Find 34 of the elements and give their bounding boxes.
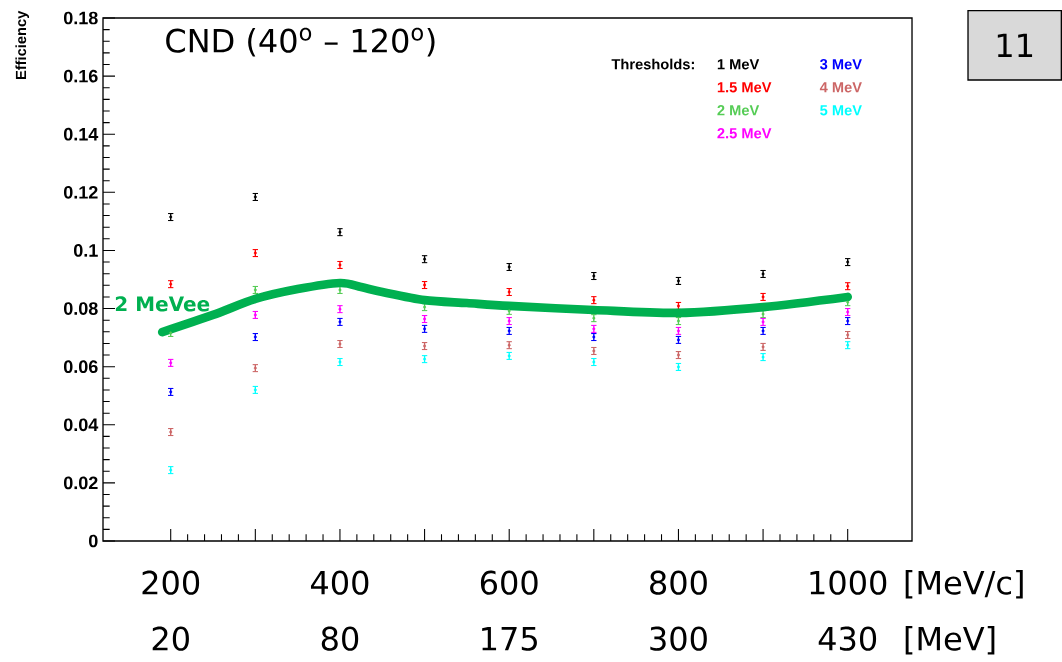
x2-axis-title: [MeV] [905, 626, 995, 655]
y-axis-title: Efficiency [15, 10, 30, 80]
text: 11 [997, 33, 1033, 57]
y-tick-label: 0.16 [63, 69, 98, 83]
text: 300 [650, 626, 707, 651]
text: 4 MeV [819, 82, 862, 93]
text: 430 [818, 626, 877, 651]
text: 80 [321, 626, 359, 651]
y-tick-label: 0.02 [63, 476, 98, 490]
text: 1.5 MeV [717, 82, 772, 93]
y-tick-label: 0.18 [63, 11, 98, 25]
annotation: 2 MeVee [115, 296, 210, 312]
text: 5 MeV [820, 105, 862, 116]
text: 2.5 MeV [717, 128, 772, 139]
y-tick-label: 0.12 [63, 185, 98, 199]
y-tick-label: 0.06 [63, 360, 98, 374]
text: 2 MeV [717, 105, 760, 116]
y-tick-label: 0 [89, 534, 98, 548]
y-tick-label: 0.08 [63, 302, 98, 315]
text: 1 MeV [717, 59, 760, 70]
text: 175 [482, 627, 537, 651]
chart-title: CND (40$^{o}$ – 120$^{o}$) [166, 27, 435, 57]
x-tick-label: 400 [310, 570, 369, 595]
x-tick-label: 600 [480, 570, 538, 595]
x-axis-title: [MeV/c] [905, 570, 1023, 599]
y-tick-label: 0.1 [73, 244, 98, 257]
x-tick-label: 200 [142, 570, 200, 595]
y-tick-label: 0.14 [63, 127, 99, 141]
x-tick-label: 800 [650, 570, 707, 595]
legend-title: Thresholds: [611, 58, 694, 70]
text: 3 MeV [819, 59, 862, 70]
x-tick-label: 1000 [810, 570, 887, 595]
y-tick-label: 0.04 [63, 418, 99, 432]
text: 20 [152, 626, 189, 651]
